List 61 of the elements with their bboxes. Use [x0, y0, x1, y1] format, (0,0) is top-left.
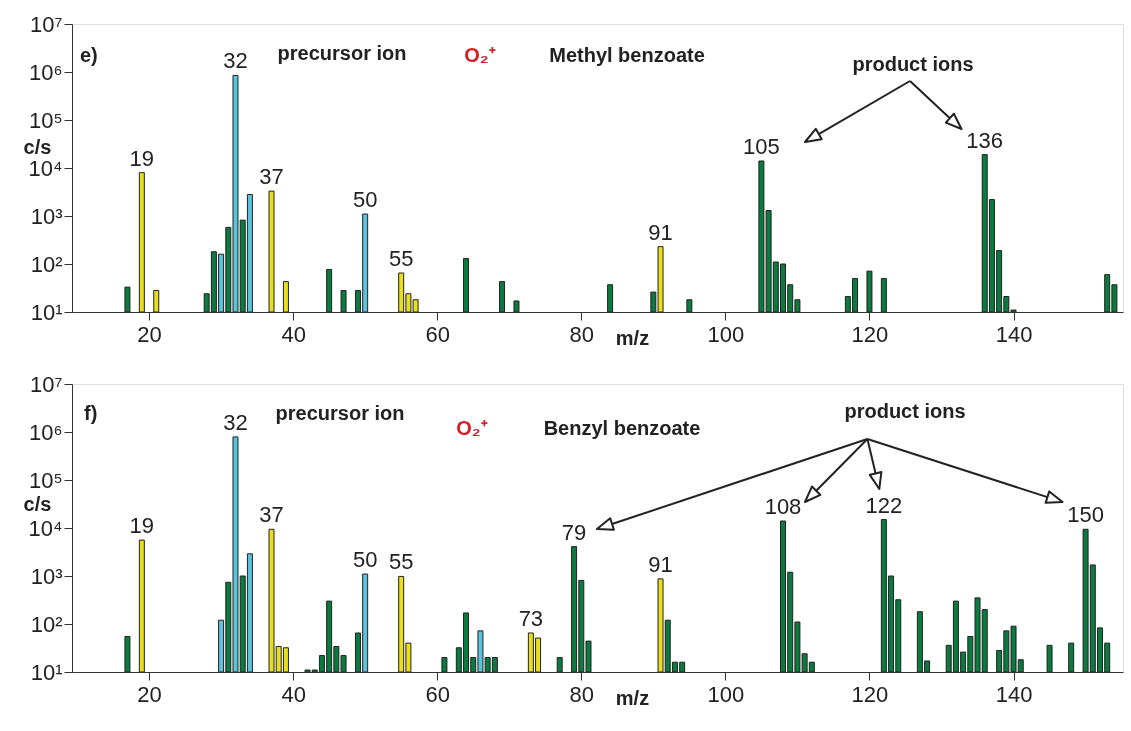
- annotation: 55: [388, 549, 414, 575]
- y-tick-label: 10²: [30, 251, 63, 277]
- x-tick-label: 80: [569, 681, 595, 707]
- y-tick-label: 10⁷: [30, 371, 63, 397]
- y-axis-title: c/s: [23, 492, 52, 515]
- y-tick-label: 10⁶: [28, 59, 63, 85]
- annotation: precursor ion: [275, 402, 405, 424]
- annotation: 37: [259, 164, 284, 190]
- annotation: 73: [518, 605, 544, 631]
- annotation: 136: [966, 127, 1004, 153]
- y-tick-label: 10³: [30, 563, 63, 589]
- annotation: 91: [648, 219, 673, 245]
- x-tick-label: 120: [851, 321, 889, 347]
- x-tick-label: 80: [569, 321, 595, 347]
- annotation: f): [84, 402, 98, 424]
- y-tick-label: 10⁵: [28, 107, 63, 133]
- y-axis-title: c/s: [23, 135, 52, 158]
- annotation: O₂⁺: [456, 417, 488, 439]
- x-tick-label: 100: [707, 681, 745, 707]
- y-tick-label: 10⁵: [28, 467, 63, 493]
- y-tick-label: 10⁴: [28, 515, 63, 541]
- x-axis-title: m/z: [615, 326, 650, 349]
- annotation: product ions: [844, 400, 966, 422]
- x-tick-label: 20: [137, 321, 162, 347]
- annotation: product ions: [852, 53, 974, 75]
- annotation: 105: [743, 133, 780, 159]
- annotation: 50: [352, 187, 378, 213]
- y-tick-label: 10⁷: [30, 11, 63, 37]
- annotation: e): [80, 44, 98, 66]
- x-axis-title: m/z: [615, 686, 650, 709]
- annotation: 122: [865, 492, 903, 518]
- x-tick-label: 40: [281, 321, 306, 347]
- x-tick-label: 40: [281, 681, 306, 707]
- annotation: 79: [561, 519, 587, 545]
- annotation: 19: [129, 145, 155, 171]
- annotation: 32: [223, 48, 248, 74]
- annotation: Methyl benzoate: [549, 44, 705, 66]
- annotation: Benzyl benzoate: [543, 417, 701, 439]
- y-tick-label: 10²: [30, 611, 63, 637]
- x-tick-label: 100: [707, 321, 745, 347]
- x-tick-label: 20: [137, 681, 162, 707]
- annotation: 19: [129, 513, 155, 539]
- y-tick-label: 10¹: [30, 299, 63, 325]
- x-tick-label: 140: [995, 681, 1033, 707]
- annotation: O₂⁺: [464, 44, 496, 66]
- annotation: 50: [352, 547, 378, 573]
- x-tick-label: 140: [995, 321, 1033, 347]
- annotation: 37: [259, 502, 284, 528]
- x-tick-label: 120: [851, 681, 889, 707]
- annotation: 32: [223, 409, 248, 435]
- y-tick-label: 10³: [30, 203, 63, 229]
- y-tick-label: 10⁴: [28, 155, 63, 181]
- annotation: 150: [1067, 502, 1104, 528]
- y-tick-label: 10⁶: [28, 419, 63, 445]
- annotation: 55: [388, 245, 414, 271]
- y-tick-label: 10¹: [30, 659, 63, 685]
- annotation: 91: [648, 551, 673, 577]
- annotation: precursor ion: [277, 42, 407, 64]
- x-tick-label: 60: [425, 321, 450, 347]
- annotation: 108: [764, 493, 802, 519]
- x-tick-label: 60: [425, 681, 450, 707]
